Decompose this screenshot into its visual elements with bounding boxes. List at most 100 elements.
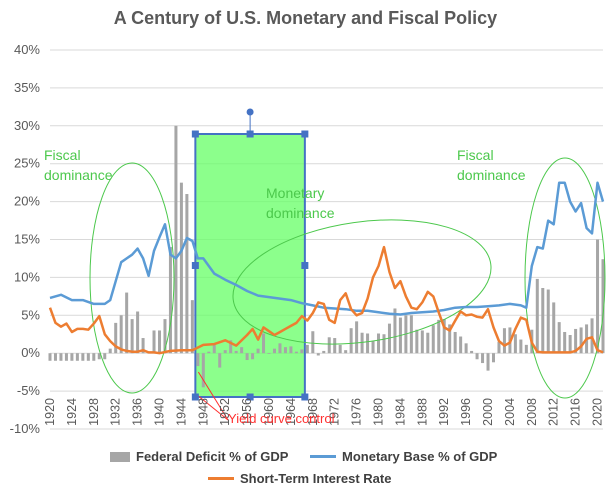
deficit-bar: [382, 334, 386, 354]
deficit-bar: [596, 239, 600, 354]
deficit-bar: [393, 308, 397, 354]
deficit-bar: [251, 353, 255, 360]
deficit-bar: [344, 350, 348, 354]
deficit-bar: [272, 348, 276, 354]
deficit-bar: [97, 353, 101, 360]
x-tick-label: 1972: [328, 398, 342, 426]
x-tick-label: 1980: [372, 398, 386, 426]
deficit-bar: [338, 344, 342, 354]
x-tick-label: 1984: [393, 398, 407, 426]
deficit-bar: [327, 337, 331, 354]
y-tick-label: 35%: [14, 80, 40, 95]
monetary-base-line: [49, 181, 605, 316]
deficit-bar: [130, 319, 134, 354]
deficit-bar: [207, 351, 211, 354]
y-tick-label: 0%: [21, 345, 40, 360]
deficit-bar: [464, 343, 468, 354]
x-tick-label: 1952: [218, 398, 232, 426]
deficit-bar: [453, 331, 457, 354]
y-axis-ticks: -10% -5% 0% 5% 10% 15% 20% 25% 30% 35% 40%: [10, 42, 41, 436]
y-tick-label: 40%: [14, 42, 40, 57]
x-tick-label: 1988: [415, 398, 429, 426]
deficit-bar: [267, 353, 271, 354]
x-tick-label: 2004: [503, 398, 517, 426]
deficit-bar: [552, 302, 556, 354]
interest-rate-line: [48, 245, 604, 355]
x-tick-label: 1948: [196, 398, 210, 426]
x-tick-label: 2016: [569, 398, 583, 426]
x-tick-label: 1924: [65, 398, 79, 426]
deficit-bar: [229, 340, 233, 354]
deficit-bar: [103, 353, 107, 360]
deficit-bar: [448, 324, 452, 354]
deficit-bar: [333, 338, 337, 354]
deficit-bar: [234, 350, 238, 354]
deficit-bar: [546, 289, 550, 354]
deficit-bar: [185, 194, 189, 354]
deficit-bar: [574, 328, 578, 354]
y-tick-label: 20%: [14, 194, 40, 209]
deficit-bar: [366, 333, 370, 354]
legend-label-interest-rate: Short-Term Interest Rate: [240, 471, 392, 486]
annotation-monetary: Monetary dominance: [266, 183, 335, 223]
deficit-bar: [218, 353, 222, 368]
deficit-bar: [475, 353, 479, 360]
deficit-bar: [371, 341, 375, 354]
deficit-bar: [431, 325, 435, 354]
deficit-bar: [152, 330, 156, 354]
deficit-bar: [168, 247, 172, 354]
annotation-monetary-line1: Monetary: [266, 185, 325, 201]
deficit-bar: [92, 353, 96, 361]
legend-item-monetary-base: Monetary Base % of GDP: [310, 449, 497, 464]
resize-handle: [301, 130, 309, 138]
annotation-ellipses: [89, 157, 606, 399]
deficit-bar: [355, 321, 359, 354]
deficit-bar: [305, 344, 309, 354]
deficit-bar: [426, 332, 430, 354]
deficit-bar: [240, 347, 244, 354]
y-tick-label: 25%: [14, 156, 40, 171]
deficit-bar: [81, 353, 85, 361]
y-tick-label: 30%: [14, 118, 40, 133]
annotation-fiscal-right-line1: Fiscal: [457, 147, 494, 163]
x-axis-ticks: 1920 1924 1928 1932 1936 1940 1944 1948 1952 1956…: [43, 398, 605, 426]
annotation-fiscal-left-line1: Fiscal: [44, 147, 81, 163]
deficit-bar: [245, 353, 249, 361]
deficit-bar: [196, 353, 200, 367]
annotation-fiscal-right-line2: dominance: [457, 167, 526, 183]
deficit-bar: [300, 349, 304, 354]
deficit-bar: [601, 259, 605, 354]
deficit-bar: [497, 341, 501, 354]
deficit-bar: [223, 350, 227, 354]
chart-title: A Century of U.S. Monetary and Fiscal Po…: [113, 8, 498, 28]
x-tick-label: 1928: [87, 398, 101, 426]
deficit-bar: [535, 278, 539, 354]
deficit-bar: [256, 348, 260, 354]
deficit-bar: [311, 331, 315, 354]
y-tick-label: 15%: [14, 232, 40, 247]
highlight-rect: [194, 133, 306, 398]
deficit-bar: [141, 338, 145, 354]
deficit-bar: [108, 348, 112, 354]
ellipse-monetary: [232, 219, 492, 345]
deficit-bar: [459, 336, 463, 354]
x-tick-label: 2000: [481, 398, 495, 426]
x-tick-label: 2012: [547, 398, 561, 426]
deficit-bar: [442, 319, 446, 354]
yield-curve-highlight: [194, 133, 306, 398]
annotation-fiscal-left: Fiscal dominance: [44, 145, 113, 185]
deficit-bar: [278, 343, 282, 354]
x-tick-label: 2008: [525, 398, 539, 426]
deficit-bar: [163, 319, 167, 354]
deficit-bar: [486, 353, 490, 371]
x-tick-label: 1936: [131, 398, 145, 426]
deficit-bar: [114, 322, 118, 354]
deficit-bar: [70, 353, 74, 361]
y-tick-label: 10%: [14, 269, 40, 284]
deficit-bar: [322, 350, 326, 354]
deficit-bar: [53, 353, 57, 361]
deficit-bar: [481, 353, 485, 364]
x-tick-label: 1940: [153, 398, 167, 426]
deficit-bar: [48, 353, 52, 361]
deficit-bar: [283, 347, 287, 354]
